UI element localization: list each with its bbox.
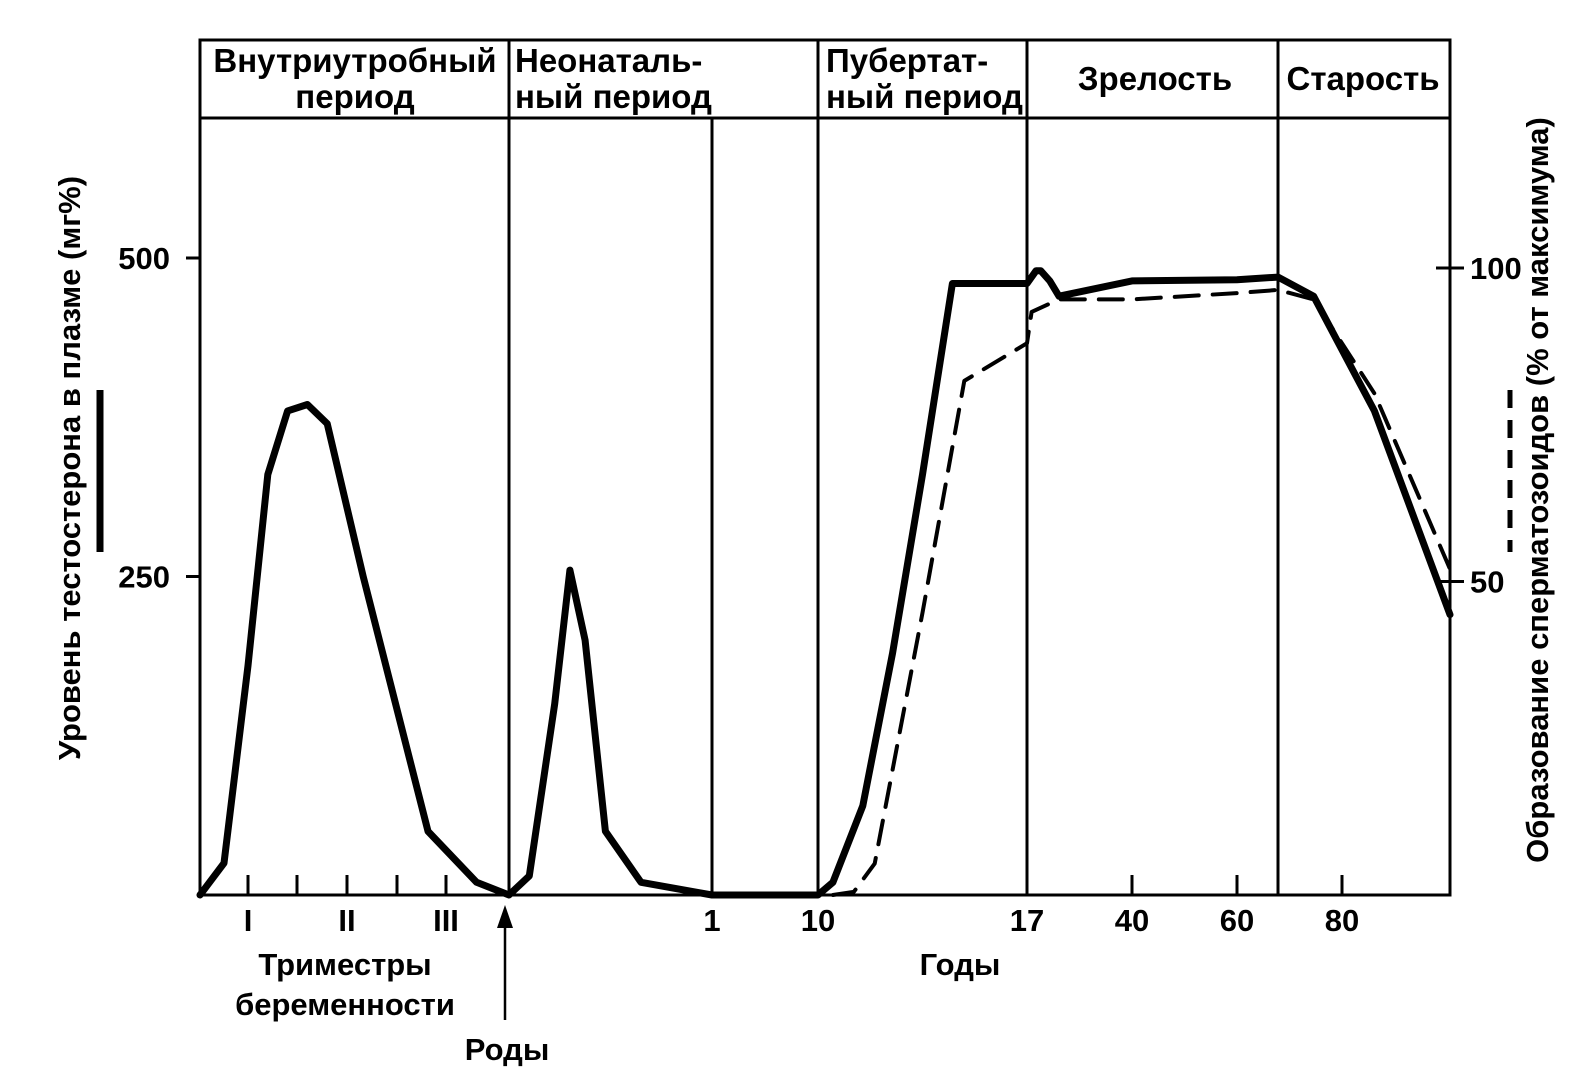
trimester-tick-label-1: I <box>244 903 253 938</box>
years-caption: Годы <box>920 947 1001 982</box>
year-tick-label-10: 10 <box>801 903 835 938</box>
right-tick-label-100: 100 <box>1470 251 1522 286</box>
trimesters-caption-line-1: Триместры <box>258 947 431 982</box>
period-label-3-line-2: ный период <box>826 78 1023 115</box>
period-label-4-line-1: Зрелость <box>1078 60 1232 97</box>
birth-caption: Роды <box>465 1032 550 1067</box>
series-line-solid <box>196 267 1454 899</box>
left-axis-title: Уровень тестостерона в плазме (мг%) <box>52 176 87 760</box>
plot-border <box>198 38 1452 897</box>
year-tick-label-1: 1 <box>703 903 720 938</box>
trimester-tick-label-2: II <box>338 903 355 938</box>
left-tick-label-500: 500 <box>118 241 170 276</box>
trimesters-caption-line-2: беременности <box>235 987 455 1022</box>
year-tick-label-80: 80 <box>1325 903 1359 938</box>
year-tick-label-40: 40 <box>1115 903 1149 938</box>
left-tick-label-250: 250 <box>118 560 170 595</box>
period-label-1-line-2: период <box>295 78 414 115</box>
trimester-tick-label-3: III <box>433 903 459 938</box>
right-tick-label-50: 50 <box>1470 565 1504 600</box>
period-label-2-line-2: ный период <box>515 78 712 115</box>
period-label-2-line-1: Неонаталь- <box>515 42 702 79</box>
birth-arrow-head <box>497 905 513 928</box>
period-label-5-line-1: Старость <box>1286 60 1439 97</box>
spermatogenesis-series <box>830 287 1452 897</box>
axis-captions: Триместры беременности Годы Роды Уровень тес… <box>52 117 1555 1067</box>
testosterone-series <box>196 267 1454 899</box>
series-line-dashed <box>830 287 1452 897</box>
plot-frame <box>198 38 1452 897</box>
right-axis-title: Образование сперматозоидов (% от максиму… <box>1520 117 1555 863</box>
year-tick-label-60: 60 <box>1220 903 1254 938</box>
period-label-3-line-1: Пубертат- <box>826 42 988 79</box>
year-tick-label-17: 17 <box>1010 903 1044 938</box>
period-label-1-line-1: Внутриутробный <box>213 42 496 79</box>
